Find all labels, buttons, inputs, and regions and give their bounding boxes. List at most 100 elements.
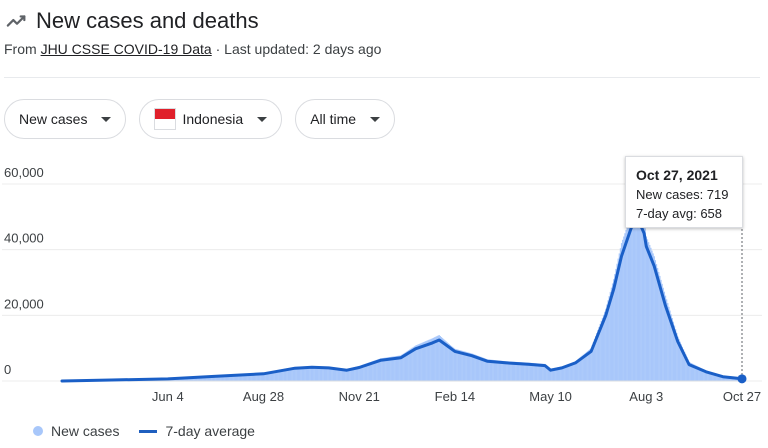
new-cases-bar [320, 366, 322, 381]
new-cases-bar [268, 372, 270, 381]
chart-header: New cases and deaths [6, 6, 259, 36]
last-updated: · Last updated: 2 days ago [211, 41, 382, 57]
new-cases-bar [591, 345, 593, 381]
new-cases-bar [383, 357, 385, 381]
cases-chart[interactable]: 0 20,000 40,000 60,000 Jun 4 Aug 28 Nov 21 Feb … [0, 150, 768, 420]
legend-dot-new-cases [33, 426, 43, 436]
new-cases-bar [445, 341, 447, 381]
new-cases-bar [392, 356, 394, 381]
new-cases-bar [420, 343, 422, 381]
source-link[interactable]: JHU CSSE COVID-19 Data [40, 41, 212, 57]
new-cases-bar [321, 366, 323, 381]
legend-label-7day-average: 7-day average [165, 423, 255, 439]
new-cases-bar [583, 353, 586, 381]
new-cases-bar [489, 359, 491, 381]
new-cases-bar [199, 376, 202, 381]
metric-dropdown[interactable]: New cases [4, 99, 127, 139]
new-cases-bar [421, 342, 423, 381]
new-cases-bar [704, 369, 706, 381]
new-cases-bar [643, 220, 645, 381]
location-dropdown[interactable]: Indonesia [139, 99, 283, 139]
new-cases-bar [417, 344, 419, 381]
new-cases-bar [512, 361, 515, 381]
new-cases-bar [509, 361, 511, 381]
new-cases-bar [380, 358, 382, 381]
new-cases-bar [364, 363, 366, 381]
new-cases-bar [476, 355, 479, 381]
new-cases-bar [690, 363, 693, 381]
new-cases-bar [248, 373, 250, 381]
new-cases-bar [432, 337, 435, 381]
new-cases-bar [538, 363, 541, 381]
new-cases-bar [626, 226, 628, 381]
source-prefix: From [4, 41, 41, 57]
new-cases-bar [706, 370, 708, 381]
new-cases-bar [210, 376, 212, 381]
y-tick-label: 40,000 [4, 231, 44, 246]
new-cases-bar [640, 211, 642, 381]
new-cases-bar [233, 374, 235, 381]
new-cases-bar [646, 239, 649, 381]
new-cases-bar [698, 367, 700, 381]
new-cases-bar [359, 365, 362, 381]
new-cases-bar [633, 206, 635, 381]
divider [4, 77, 760, 78]
new-cases-bar [215, 375, 217, 381]
new-cases-bar [564, 365, 566, 381]
new-cases-bar [692, 364, 695, 381]
new-cases-bar [577, 359, 579, 381]
new-cases-bar [240, 374, 242, 381]
new-cases-bar [466, 352, 468, 381]
new-cases-bar [211, 376, 213, 381]
new-cases-bar [598, 326, 600, 381]
new-cases-bar [607, 300, 609, 381]
new-cases-bar [454, 348, 456, 381]
new-cases-bar [346, 369, 348, 381]
new-cases-bar [352, 367, 355, 381]
new-cases-bar [394, 356, 396, 381]
new-cases-bar [650, 247, 652, 381]
new-cases-bar [614, 274, 616, 381]
time-range-dropdown[interactable]: All time [295, 99, 396, 139]
new-cases-bar [409, 349, 411, 381]
new-cases-bar [483, 358, 485, 381]
new-cases-bar [504, 361, 507, 381]
new-cases-bar [285, 368, 287, 381]
new-cases-bar [222, 375, 224, 381]
new-cases-bar [309, 366, 311, 381]
new-cases-bar [582, 354, 584, 381]
new-cases-bar [545, 364, 547, 381]
new-cases-bar [440, 337, 443, 381]
new-cases-bar [452, 346, 454, 381]
new-cases-bar [686, 356, 688, 381]
new-cases-bar [501, 360, 503, 381]
new-cases-bar [708, 371, 711, 381]
new-cases-bar [342, 368, 345, 381]
new-cases-bar [194, 377, 196, 381]
new-cases-bar [613, 279, 615, 381]
new-cases-bar [401, 354, 403, 381]
new-cases-bar [450, 346, 453, 381]
new-cases-bar [625, 229, 627, 381]
new-cases-bar [332, 367, 335, 381]
new-cases-bar [374, 360, 376, 381]
new-cases-bar [474, 354, 476, 381]
new-cases-bar [369, 361, 372, 381]
new-cases-bar [267, 372, 269, 381]
new-cases-bar [333, 367, 336, 381]
new-cases-bar [226, 375, 229, 381]
new-cases-bar [391, 356, 393, 381]
new-cases-bar [663, 291, 666, 381]
new-cases-bar [456, 349, 458, 381]
new-cases-bar [306, 366, 309, 381]
new-cases-bar [428, 339, 430, 381]
new-cases-bar [313, 366, 315, 381]
tooltip-new-cases: New cases: 719 [636, 187, 729, 202]
new-cases-bar [343, 368, 346, 381]
new-cases-bar [711, 372, 713, 381]
new-cases-bar [205, 376, 207, 381]
new-cases-bar [636, 203, 638, 381]
new-cases-bar [707, 371, 709, 381]
new-cases-bar [490, 359, 492, 381]
new-cases-bar [403, 353, 405, 381]
